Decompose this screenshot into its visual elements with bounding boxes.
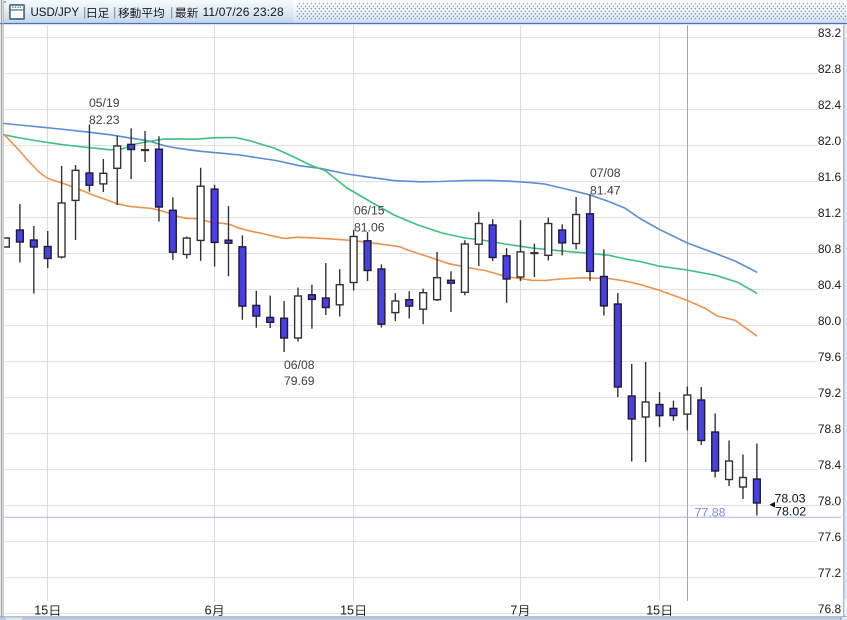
svg-text:78.8: 78.8 xyxy=(818,422,842,436)
svg-text:77.6: 77.6 xyxy=(818,530,842,544)
svg-text:82.8: 82.8 xyxy=(818,62,842,76)
svg-text:79.6: 79.6 xyxy=(818,350,842,364)
svg-text:77.88: 77.88 xyxy=(695,505,726,519)
svg-text:81.06: 81.06 xyxy=(354,220,385,234)
svg-text:83.2: 83.2 xyxy=(818,26,842,40)
svg-text:82.4: 82.4 xyxy=(818,98,842,112)
svg-text:79.69: 79.69 xyxy=(284,374,315,388)
svg-text:81.6: 81.6 xyxy=(818,170,842,184)
svg-text:6: 6 xyxy=(205,603,212,617)
svg-text:15: 15 xyxy=(34,603,48,617)
svg-text:78.02: 78.02 xyxy=(775,505,806,519)
svg-text:|: | xyxy=(113,7,116,19)
svg-text:15: 15 xyxy=(646,603,660,617)
svg-text:76.8: 76.8 xyxy=(818,602,842,616)
svg-text:80.8: 80.8 xyxy=(818,242,842,256)
svg-text:81.2: 81.2 xyxy=(818,206,842,220)
svg-text:80.0: 80.0 xyxy=(818,314,842,328)
svg-text:06/08: 06/08 xyxy=(284,358,315,372)
svg-text:USD/JPY: USD/JPY xyxy=(31,7,80,19)
svg-text:77.2: 77.2 xyxy=(818,566,842,580)
svg-text:79.2: 79.2 xyxy=(818,386,842,400)
svg-text:7: 7 xyxy=(510,603,517,617)
svg-text:78.0: 78.0 xyxy=(818,494,842,508)
svg-text:80.4: 80.4 xyxy=(818,278,842,292)
svg-text:78.4: 78.4 xyxy=(818,458,842,472)
svg-text:82.0: 82.0 xyxy=(818,134,842,148)
svg-text:82.23: 82.23 xyxy=(89,113,120,127)
svg-text:78.03: 78.03 xyxy=(775,491,806,505)
svg-text:05/19: 05/19 xyxy=(89,96,120,110)
svg-text:81.47: 81.47 xyxy=(590,184,621,198)
svg-text:15: 15 xyxy=(340,603,354,617)
svg-text:11/07/26 23:28: 11/07/26 23:28 xyxy=(203,5,284,19)
svg-text:|: | xyxy=(83,7,86,19)
svg-text:|: | xyxy=(170,7,173,19)
svg-text:06/15: 06/15 xyxy=(354,204,385,218)
svg-text:07/08: 07/08 xyxy=(590,166,621,180)
